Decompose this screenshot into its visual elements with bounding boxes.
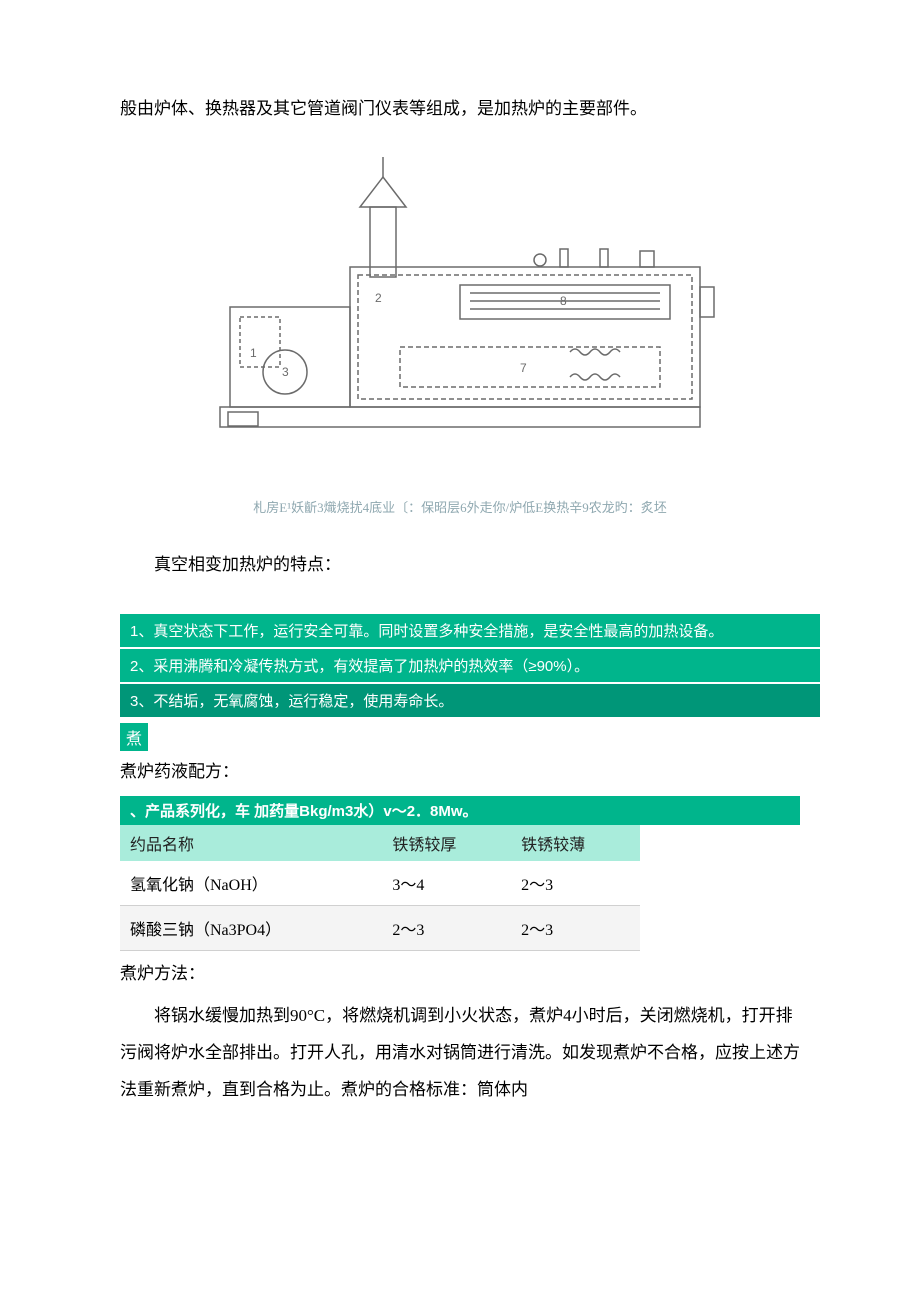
col-thick: 铁锈较厚: [382, 825, 511, 861]
chem-table: 约品名称 铁锈较厚 铁锈较薄 氢氧化钠（NaOH） 3〜4 2〜3 磷酸三钠（N…: [120, 825, 640, 951]
intro-paragraph: 般由炉体、换热器及其它管道阀门仪表等组成，是加热炉的主要部件。: [120, 90, 800, 127]
chem-table-header: 、产品系列化，车 加药量Bkg/m3水）v〜2．8Mw。: [120, 796, 800, 825]
cell: 2〜3: [511, 906, 640, 951]
diagram-label-7: 7: [520, 361, 527, 375]
diagram-label-3: 3: [282, 365, 289, 379]
boiler-diagram: 1 2 3 7 8: [120, 157, 800, 457]
table-row: 磷酸三钠（Na3PO4） 2〜3 2〜3: [120, 906, 640, 951]
boil-method-label: 煮炉方法：: [120, 955, 800, 992]
diagram-label-1: 1: [250, 346, 257, 360]
boil-method-paragraph: 将锅水缓慢加热到90°C，将燃烧机调到小火状态，煮炉4小时后，关闭燃烧机，打开排…: [120, 997, 800, 1109]
diagram-caption: 札房E¹妖齗3熾烧扰4底业〔：保昭层6外走你/炉低E换热辛9农龙旳：炙坯: [120, 497, 800, 516]
chem-table-wrap: 、产品系列化，车 加药量Bkg/m3水）v〜2．8Mw。 约品名称 铁锈较厚 铁…: [120, 796, 800, 951]
diagram-label-8: 8: [560, 294, 567, 308]
feature-item-1: 1、真空状态下工作，运行安全可靠。同时设置多种安全措施，是安全性最高的加热设备。: [120, 614, 820, 647]
table-row: 氢氧化钠（NaOH） 3〜4 2〜3: [120, 861, 640, 906]
feature-item-2: 2、采用沸腾和冷凝传热方式，有效提高了加热炉的热效率（≥90%）。: [120, 649, 820, 682]
boiler-svg: 1 2 3 7 8: [200, 157, 720, 457]
diagram-label-2: 2: [375, 291, 382, 305]
boil-tag: 煮: [120, 723, 148, 751]
cell: 3〜4: [382, 861, 511, 906]
feature-item-3: 3、不结垢，无氧腐蚀，运行稳定，使用寿命长。: [120, 684, 820, 717]
cell: 磷酸三钠（Na3PO4）: [120, 906, 382, 951]
cell: 氢氧化钠（NaOH）: [120, 861, 382, 906]
col-name: 约品名称: [120, 825, 382, 861]
col-thin: 铁锈较薄: [511, 825, 640, 861]
cell: 2〜3: [382, 906, 511, 951]
section-title: 真空相变加热炉的特点：: [120, 546, 800, 583]
cell: 2〜3: [511, 861, 640, 906]
boil-recipe-label: 煮炉药液配方：: [120, 753, 800, 790]
